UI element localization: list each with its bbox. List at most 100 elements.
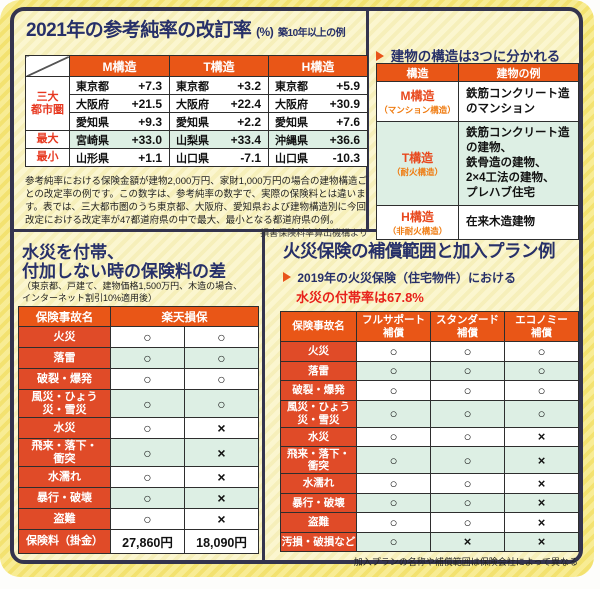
- rates-title-note: 築10年以上の例: [278, 28, 346, 39]
- table-row: 飛来・落下・ 衝突 ○ ×: [18, 438, 259, 467]
- peril-label: 水濡れ: [280, 473, 357, 494]
- prefecture: 東京都: [275, 80, 308, 93]
- premium-label: 保険料（掛金）: [18, 529, 111, 554]
- rate-value: +2.2: [237, 114, 261, 129]
- peril-label: 風災・ひょう 災・雪災: [280, 399, 357, 428]
- prefecture: 愛知県: [76, 116, 109, 129]
- table-row: 大阪府 +21.5 大阪府 +22.4 大阪府 +30.9: [26, 94, 368, 113]
- table-row-min: 最小 山形県 +1.1 山口県 -7.1 山口県 -10.3: [25, 148, 368, 167]
- premium-without-water: 18,090円: [184, 529, 259, 554]
- plans-table: 保険事故名 フルサポート 補償 スタンダード 補償 エコノミー 補償 火災 ○ …: [280, 311, 579, 552]
- rates-col-header-t: T構造: [169, 55, 269, 77]
- table-row: 落雷 ○ ○: [18, 347, 259, 369]
- water-diff-subtitle-line1: （東京都、戸建て、建物価格1,500万円、木造の場合、: [22, 281, 243, 291]
- premium-with-water: 27,860円: [110, 529, 185, 554]
- coverage-mark: ○: [110, 389, 185, 418]
- plans-subtitle-text: 2019年の火災保険（住宅物件）における: [297, 271, 517, 285]
- coverage-mark: ○: [430, 446, 505, 474]
- structure-name: H構造: [401, 210, 434, 224]
- coverage-mark: ○: [430, 473, 505, 494]
- water-diff-col-header-insurer: 楽天損保: [110, 306, 259, 327]
- prefecture: 山口県: [176, 152, 209, 165]
- table-row: 水災 ○ ○ ×: [280, 426, 579, 447]
- coverage-mark: ○: [430, 360, 505, 381]
- table-row: 破裂・爆発 ○ ○ ○: [280, 380, 579, 401]
- plans-subtitle: 2019年の火災保険（住宅物件）における: [283, 269, 516, 286]
- coverage-mark: ×: [504, 531, 579, 552]
- table-row: 火災 ○ ○ ○: [280, 341, 579, 362]
- coverage-mark: ○: [430, 512, 505, 533]
- coverage-mark: ○: [110, 347, 185, 369]
- coverage-mark: ×: [430, 531, 505, 552]
- structure-example: 在来木造建物: [458, 205, 579, 240]
- coverage-mark: ○: [356, 512, 431, 533]
- rates-group-min: 最小: [25, 148, 70, 167]
- peril-label: 破裂・爆発: [18, 368, 111, 390]
- rate-value: -10.3: [332, 150, 360, 165]
- plans-footnote: 加入プランの名称や補償範囲は保険会社によって異なる: [353, 557, 578, 567]
- peril-label: 破裂・爆発: [280, 380, 357, 401]
- rate-value: +7.6: [336, 114, 360, 129]
- water-diff-header-row: 保険事故名 楽天損保: [18, 306, 259, 327]
- peril-label: 火災: [280, 341, 357, 362]
- prefecture: 大阪府: [176, 98, 209, 111]
- structure-example: 鉄筋コンクリート造 のマンション: [458, 81, 579, 122]
- peril-label: 暴行・破壊: [280, 492, 357, 513]
- structure-name: M構造: [400, 89, 435, 103]
- coverage-mark: ○: [430, 426, 505, 447]
- prefecture: 愛知県: [275, 116, 308, 129]
- peril-label: 火災: [18, 326, 111, 348]
- divider-horizontal: [12, 229, 581, 232]
- rate-value: +3.2: [237, 78, 261, 93]
- water-diff-subtitle: （東京都、戸建て、建物価格1,500万円、木造の場合、 インターネット割引10%…: [22, 281, 242, 304]
- coverage-mark: ○: [430, 341, 505, 362]
- prefecture: 宮崎県: [76, 134, 109, 147]
- coverage-mark: ×: [184, 508, 259, 530]
- coverage-mark: ×: [504, 426, 579, 447]
- coverage-mark: ○: [110, 466, 185, 488]
- structure-subname: （非耐火構造）: [387, 226, 448, 236]
- coverage-mark: ○: [110, 438, 185, 467]
- rate-value: -7.1: [240, 150, 261, 165]
- coverage-mark: ○: [356, 446, 431, 474]
- table-row: 落雷 ○ ○ ○: [280, 360, 579, 381]
- coverage-mark: ○: [356, 380, 431, 401]
- peril-label: 飛来・落下・ 衝突: [280, 446, 357, 474]
- table-row: 風災・ひょう 災・雪災 ○ ○ ○: [280, 399, 579, 428]
- rate-value: +33.0: [131, 132, 162, 147]
- table-row: 暴行・破壊 ○ ○ ×: [280, 492, 579, 513]
- rates-group-max: 最大: [25, 130, 70, 149]
- rates-col-header-h: H構造: [268, 55, 368, 77]
- coverage-mark: ○: [356, 426, 431, 447]
- rate-value: +7.3: [138, 78, 162, 93]
- coverage-mark: ○: [184, 347, 259, 369]
- coverage-mark: ○: [110, 417, 185, 439]
- water-diff-title-line2: 付加しない時の保険料の差: [22, 262, 226, 281]
- peril-label: 飛来・落下・ 衝突: [18, 438, 111, 467]
- table-row: 風災・ひょう 災・雪災 ○ ○: [18, 389, 259, 418]
- coverage-mark: ○: [356, 473, 431, 494]
- coverage-mark: ○: [430, 399, 505, 428]
- coverage-mark: ○: [184, 326, 259, 348]
- structures-table: 構造 建物の例 M構造 （マンション構造） 鉄筋コンクリート造 のマンション T…: [376, 63, 579, 240]
- table-row: 盗難 ○ ×: [18, 508, 259, 530]
- prefecture: 山梨県: [176, 134, 209, 147]
- rates-footnote: 参考純率における保険金額が建物2,000万円、家財1,000万円の場合の建物構造…: [25, 175, 368, 240]
- rates-col-header-m: M構造: [69, 55, 170, 77]
- structures-title-text: 建物の構造は3つに分かれる: [390, 49, 561, 64]
- table-row: 盗難 ○ ○ ×: [280, 512, 579, 533]
- peril-label: 水災: [18, 417, 111, 439]
- rate-value: +30.9: [329, 96, 360, 111]
- coverage-mark: ○: [356, 531, 431, 552]
- peril-label: 汚損・破損など: [280, 531, 357, 552]
- rate-value: +9.3: [138, 114, 162, 129]
- coverage-mark: ○: [356, 341, 431, 362]
- table-row-max: 最大 宮崎県 +33.0 山梨県 +33.4 沖縄県 +36.6: [25, 130, 368, 149]
- rates-table: M構造 T構造 H構造 三大 都市圏 東京都 +7.3 東京都 +3.2 東京都 +5…: [25, 55, 368, 167]
- coverage-mark: ×: [504, 492, 579, 513]
- plans-col-header-economy: エコノミー 補償: [504, 311, 579, 342]
- table-row: M構造 （マンション構造） 鉄筋コンクリート造 のマンション: [376, 81, 579, 122]
- peril-label: 風災・ひょう 災・雪災: [18, 389, 111, 418]
- coverage-mark: ○: [430, 492, 505, 513]
